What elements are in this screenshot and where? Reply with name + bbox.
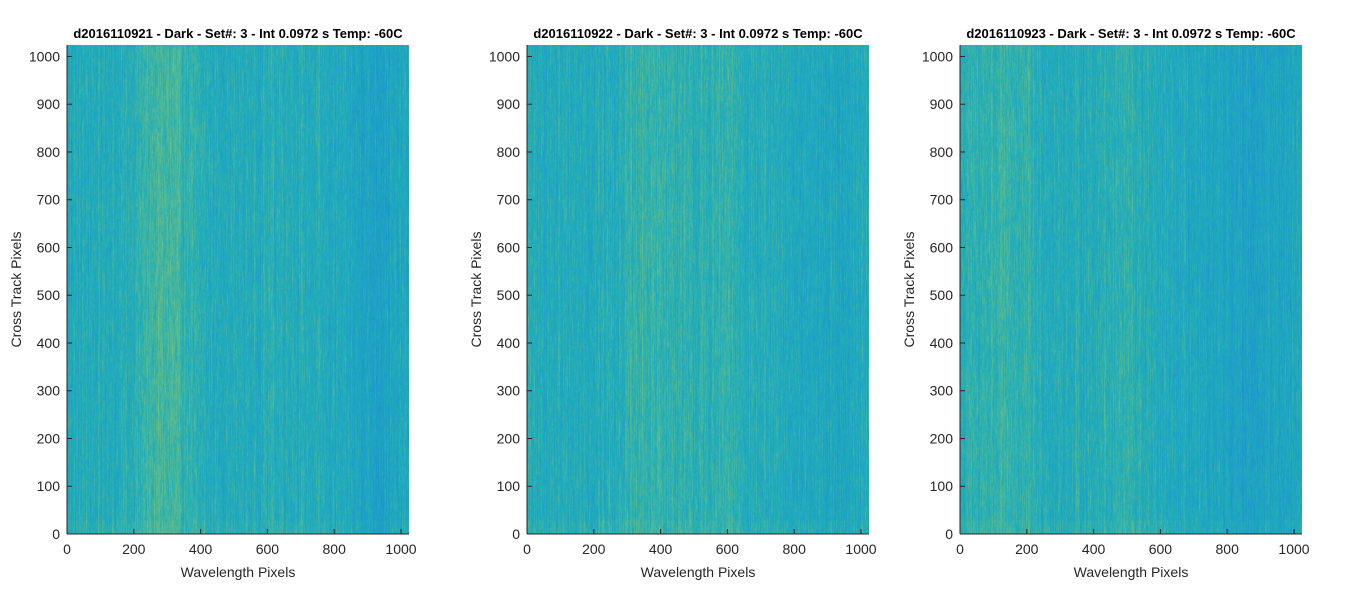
y-tick-label: 100 (37, 478, 61, 494)
y-tick-label: 200 (930, 430, 954, 446)
x-axis-label: Wavelength Pixels (181, 564, 296, 580)
x-axis-label: Wavelength Pixels (641, 564, 756, 580)
y-tick-label: 800 (930, 144, 954, 160)
y-tick-label: 0 (945, 526, 953, 542)
y-tick-label: 200 (497, 430, 521, 446)
chart-title: d2016110922 - Dark - Set#: 3 - Int 0.097… (533, 26, 863, 41)
y-tick-label: 1000 (489, 48, 520, 64)
y-tick-label: 400 (930, 335, 954, 351)
chart-title: d2016110921 - Dark - Set#: 3 - Int 0.097… (73, 26, 403, 41)
x-tick-label: 1000 (385, 541, 416, 557)
chart-title: d2016110923 - Dark - Set#: 3 - Int 0.097… (966, 26, 1296, 41)
x-tick-label: 0 (523, 541, 531, 557)
y-tick-label: 700 (930, 192, 954, 208)
y-tick-label: 0 (52, 526, 60, 542)
heatmap-image (527, 45, 869, 534)
y-tick-label: 100 (497, 478, 521, 494)
y-tick-label: 400 (37, 335, 61, 351)
y-tick-label: 400 (497, 335, 521, 351)
x-tick-label: 1000 (845, 541, 876, 557)
y-tick-label: 700 (497, 192, 521, 208)
x-tick-label: 400 (1082, 541, 1106, 557)
y-tick-label: 100 (930, 478, 954, 494)
y-axis-label: Cross Track Pixels (901, 232, 917, 348)
y-tick-label: 300 (930, 383, 954, 399)
x-tick-label: 0 (63, 541, 71, 557)
x-axis-label: Wavelength Pixels (1074, 564, 1189, 580)
x-tick-label: 600 (256, 541, 280, 557)
y-tick-label: 600 (37, 239, 61, 255)
y-tick-label: 200 (37, 430, 61, 446)
y-tick-label: 800 (37, 144, 61, 160)
y-tick-label: 500 (497, 287, 521, 303)
y-tick-label: 0 (512, 526, 520, 542)
x-tick-label: 800 (1216, 541, 1240, 557)
x-tick-label: 200 (1015, 541, 1039, 557)
x-tick-label: 600 (1149, 541, 1173, 557)
y-tick-label: 1000 (922, 48, 953, 64)
y-tick-label: 500 (37, 287, 61, 303)
y-tick-label: 500 (930, 287, 954, 303)
x-tick-label: 0 (956, 541, 964, 557)
subplot-3: d2016110923 - Dark - Set#: 3 - Int 0.097… (901, 26, 1310, 580)
x-tick-label: 400 (649, 541, 673, 557)
y-tick-label: 600 (930, 239, 954, 255)
y-tick-label: 1000 (29, 48, 60, 64)
x-tick-label: 200 (122, 541, 146, 557)
y-tick-label: 700 (37, 192, 61, 208)
x-tick-label: 400 (189, 541, 213, 557)
heatmap-image (960, 45, 1302, 534)
y-tick-label: 300 (497, 383, 521, 399)
x-tick-label: 800 (323, 541, 347, 557)
subplot-2: d2016110922 - Dark - Set#: 3 - Int 0.097… (468, 26, 877, 580)
y-tick-label: 900 (497, 96, 521, 112)
x-tick-label: 800 (783, 541, 807, 557)
y-axis-label: Cross Track Pixels (468, 232, 484, 348)
x-tick-label: 200 (582, 541, 606, 557)
y-axis-label: Cross Track Pixels (8, 232, 24, 348)
y-tick-label: 300 (37, 383, 61, 399)
x-tick-label: 600 (716, 541, 740, 557)
heatmap-image (67, 45, 409, 534)
y-tick-label: 900 (37, 96, 61, 112)
subplot-1: d2016110921 - Dark - Set#: 3 - Int 0.097… (8, 26, 417, 580)
y-tick-label: 800 (497, 144, 521, 160)
x-tick-label: 1000 (1278, 541, 1309, 557)
y-tick-label: 900 (930, 96, 954, 112)
y-tick-label: 600 (497, 239, 521, 255)
